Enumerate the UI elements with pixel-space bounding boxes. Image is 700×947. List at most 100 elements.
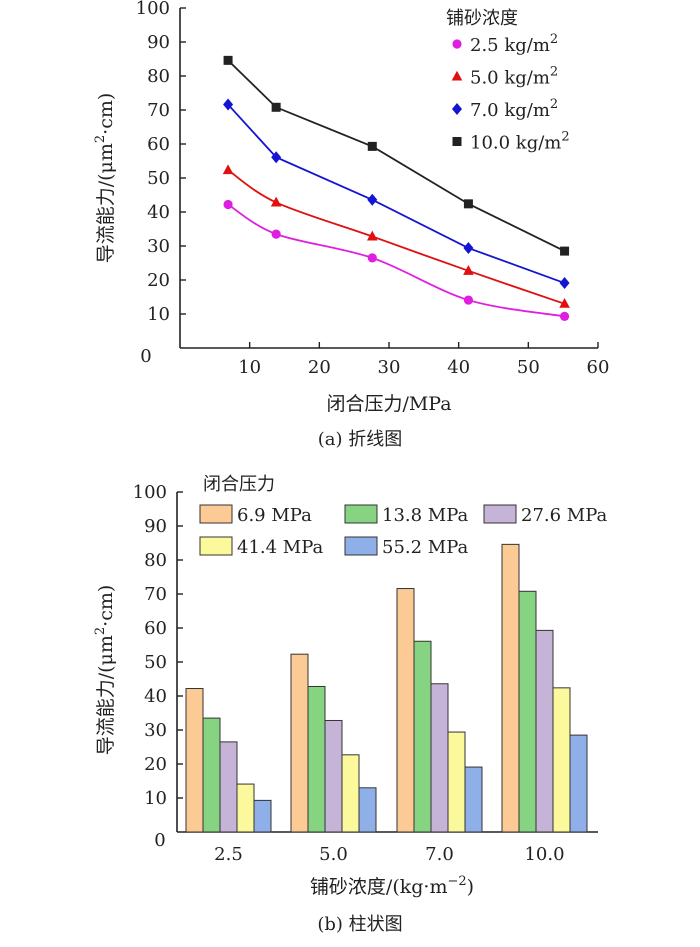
data-point [222,164,234,175]
legend-swatch [483,504,517,524]
bar [518,590,537,833]
chart-caption: (b) 柱状图 [317,914,402,935]
data-point [270,196,282,207]
y-tick-label: 40 [147,202,170,223]
x-tick-label: 60 [587,357,610,378]
data-point [560,246,570,256]
legend-label: 27.6 MPa [521,505,608,526]
series-line [227,169,565,305]
data-point [271,102,281,112]
bar [358,787,377,833]
legend-label: 2.5 kg/m2 [470,32,558,56]
data-point [271,151,282,164]
data-point [367,193,378,206]
x-tick-label: 40 [447,357,470,378]
series-diamond [223,98,570,290]
bar-group [501,543,588,833]
legend-title: 闭合压力 [203,474,275,495]
y-axis-title: 导流能力/(μm2·cm) [93,93,117,264]
legend-label: 41.4 MPa [237,537,324,558]
bar [430,683,449,833]
bar [307,685,326,833]
data-point [463,242,474,255]
y-tick-label: 30 [144,720,167,741]
y-axis-title: 导流能力/(μm2·cm) [93,585,117,756]
x-tick-label: 2.5 [214,844,243,865]
bar [202,717,221,833]
series-triangle [222,164,570,308]
legend: 闭合压力 6.9 MPa 13.8 MPa 27.6 MPa 41.4 MPa 55.2 … [199,474,608,558]
legend-marker [452,39,462,49]
y-tick-label: 100 [133,482,167,503]
bar-chart: 10 20 30 40 50 60 70 80 90 100 0 2.5 5.0 7.0 10.0 (b) 柱… [133,474,608,935]
data-point [367,141,377,151]
x-tick-label: 30 [378,357,401,378]
data-point [366,230,378,241]
y-tick-label: 20 [144,754,167,775]
y-tick-label: 10 [144,788,167,809]
y-tick-label: 20 [147,270,170,291]
bar [253,799,272,833]
line-chart: 10 20 30 40 50 60 70 80 90 100 10 20 30 40 50 60 0 闭合压力/M… [136,0,610,450]
bar [219,741,238,833]
legend-marker [452,137,462,146]
y-tick-label: 10 [147,304,170,325]
bar-group [185,688,272,833]
bar [185,688,204,833]
x-tick-label: 7.0 [425,844,454,865]
y-tick-label: 100 [136,0,170,19]
data-point [463,265,474,275]
data-point [559,277,570,290]
legend-marker [451,70,463,81]
bar [535,629,554,833]
legend-label: 5.0 kg/m2 [470,65,558,89]
bar [324,719,343,833]
bar [464,766,483,833]
y-tick-label: 60 [147,134,170,155]
x-axis-title: 铺砂浓度/(kg·m−2) [310,874,474,898]
y-tick-label: 40 [144,686,167,707]
legend-label: 13.8 MPa [382,505,469,526]
x-tick-label: 10 [238,357,261,378]
y-tick-label: 50 [147,168,170,189]
y-tick-label: 60 [144,618,167,639]
y-tick-label: 80 [144,550,167,571]
legend-label: 10.0 kg/m2 [470,130,570,154]
legend: 铺砂浓度 [446,8,518,146]
y-tick-label: 90 [144,516,167,537]
data-point [223,55,233,65]
bar [413,640,432,833]
bar [396,588,415,833]
bar [290,653,309,833]
data-point [463,199,473,209]
legend-label: 55.2 MPa [382,537,469,558]
data-point [271,229,281,239]
y-tick-label: 90 [147,32,170,53]
bar [341,754,360,833]
data-point [463,295,474,305]
legend-swatch [344,536,378,556]
legend-marker [452,103,462,115]
legend-swatch [199,536,233,556]
data-point [223,98,234,111]
series-circle [223,199,570,321]
legend-title: 铺砂浓度 [446,8,518,29]
data-point [559,298,570,308]
y-tick-label: 80 [147,66,170,87]
legend-label: 6.9 MPa [237,505,312,526]
bar [501,543,520,833]
bar [236,783,255,833]
y-tick-label: 50 [144,652,167,673]
y-tick-label: 70 [147,100,170,121]
data-point [559,311,570,321]
x-tick-label: 5.0 [319,844,348,865]
bar-group [396,588,483,833]
y-tick-label: 30 [147,236,170,257]
data-point [367,253,377,263]
origin-label: 0 [140,346,151,367]
x-tick-label: 20 [308,357,331,378]
series-square [223,55,570,256]
y-tick-label: 70 [144,584,167,605]
x-tick-label: 50 [517,357,540,378]
